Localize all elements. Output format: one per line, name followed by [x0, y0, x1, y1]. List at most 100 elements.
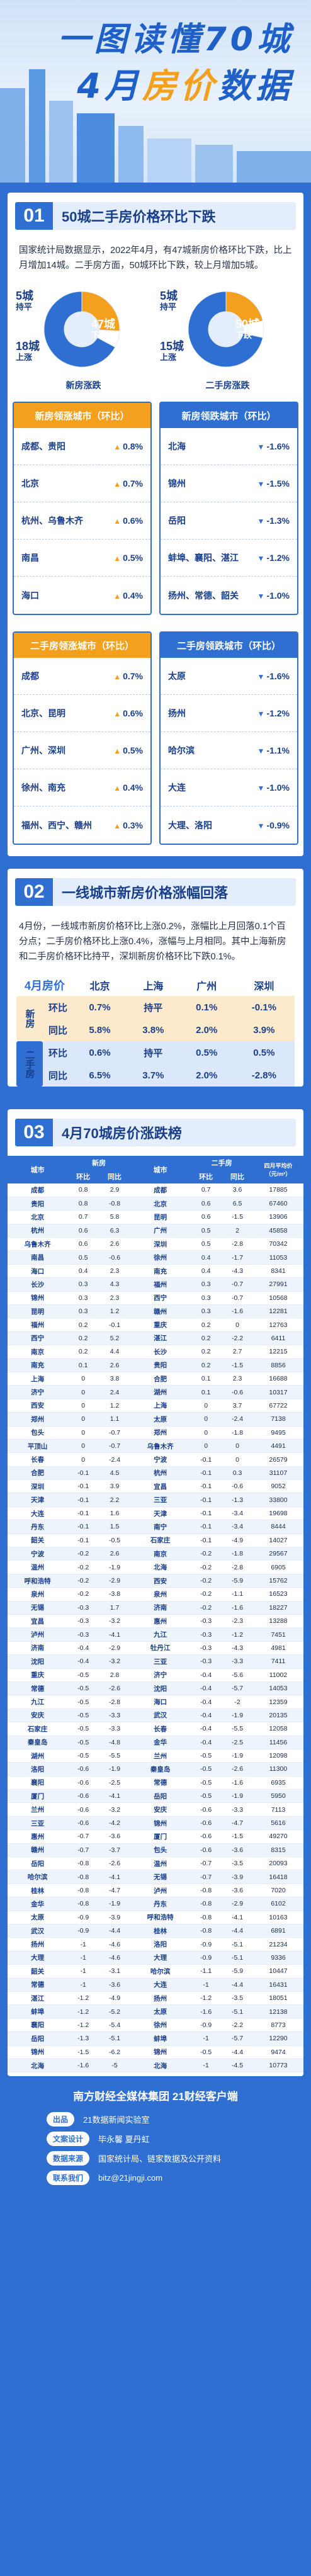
table-cell: -2	[222, 1695, 253, 1709]
table-row: 金华 -0.8 -1.9 丹东 -0.8 -2.9 6102	[8, 1897, 303, 1911]
new-home-donut-chart	[43, 291, 120, 368]
up-arrow-icon: ▲	[113, 591, 122, 601]
table-cell: 45858	[253, 1224, 303, 1238]
table-cell: 4.5	[99, 1466, 130, 1481]
table-cell: -0.4	[190, 1722, 222, 1736]
table-row: 襄阳 -1.2 -5.4 徐州 -0.9 -2.2 8773	[8, 2018, 303, 2033]
table-cell: 0.7	[67, 1210, 99, 1224]
table-cell: 0	[190, 1426, 222, 1440]
footer-text: 21数据新闻实验室	[83, 2115, 150, 2125]
section-2-number: 02	[15, 878, 53, 906]
change-value: ▲ 0.4%	[113, 782, 143, 793]
second-home-donut-chart	[188, 291, 264, 368]
table-cell: 石家庄	[130, 1534, 191, 1548]
table-cell: -0.8	[190, 1884, 222, 1898]
table-cell: -0.5	[67, 1681, 99, 1696]
table-cell: 三亚	[8, 1816, 68, 1831]
tier1-price-table: 4月房价 北京 上海 广州 深圳 新房 环比 0.7% 持平 0.1% -0.1…	[16, 974, 295, 1087]
table-cell: 2.6	[99, 1237, 130, 1251]
table-cell: 无锡	[8, 1601, 68, 1615]
table-cell: -1.6	[222, 1601, 253, 1615]
section-2-title: 一线城市新房价格涨幅回落	[53, 878, 296, 906]
table-row: 平顶山 0 -0.7 乌鲁木齐 0 0 4491	[8, 1439, 303, 1454]
table-cell: 0.1	[190, 1385, 222, 1399]
table-cell: 11456	[253, 1736, 303, 1749]
new-home-side-label: 新房	[16, 996, 43, 1041]
table-cell: 16431	[253, 1978, 303, 1992]
table-cell: 3.6	[222, 1183, 253, 1197]
table-row: 乌鲁木齐 0.6 2.6 深圳 0.5 -2.8 70342	[8, 1237, 303, 1251]
table-cell: -0.8	[67, 1897, 99, 1911]
table-cell: -1	[190, 2059, 222, 2073]
table-cell: -0.6	[190, 1802, 222, 1817]
table-cell: -5.1	[222, 1937, 253, 1952]
up-arrow-icon: ▲	[113, 709, 122, 718]
table-cell: -0.1	[67, 1520, 99, 1534]
table-cell: -0.3	[67, 1627, 99, 1642]
table-cell: 温州	[130, 1856, 191, 1871]
second-home-caption: 二手房涨跌	[205, 380, 250, 390]
donut-slice	[43, 291, 116, 368]
table-row: 韶关 -1 -3.1 哈尔滨 -1.1 -5.9 10447	[8, 1964, 303, 1979]
new-down-label: 47城 下跌	[91, 318, 116, 340]
table-row: 宁波 -0.2 2.6 南京 -0.2 -1.8 29567	[8, 1547, 303, 1561]
table-cell: -1.9	[99, 1560, 130, 1574]
col-city-2: 城市	[130, 1156, 191, 1183]
table-cell: -3.6	[222, 1884, 253, 1898]
table-cell: -4.9	[99, 1991, 130, 2006]
table-cell: -0.1	[190, 1452, 222, 1467]
table-cell: 洛阳	[8, 1762, 68, 1777]
table-cell: 太原	[130, 1412, 191, 1426]
table-cell: 1.6	[99, 1506, 130, 1521]
table-row: 安庆 -0.5 -3.3 武汉 -0.4 -1.9 20135	[8, 1709, 303, 1723]
table-cell: -0.2	[190, 1574, 222, 1588]
city-name: 太原	[168, 671, 186, 681]
table-cell: -0.6	[67, 1816, 99, 1831]
table-cell: -5.5	[222, 1722, 253, 1736]
second-home-side-label: 二手房	[16, 1041, 43, 1087]
table-cell: -0.7	[67, 1829, 99, 1844]
table-cell: 石家庄	[8, 1722, 68, 1736]
footer-row: 文案设计 毕永馨 夏丹虹	[47, 2132, 302, 2147]
table-row: 昆明 0.3 1.2 赣州 0.3 -1.6 12281	[8, 1304, 303, 1319]
table-row: 丹东 -0.1 1.5 南宁 -0.1 -3.4 8444	[8, 1520, 303, 1534]
table-cell: 9336	[253, 1951, 303, 1965]
table-cell: 27991	[253, 1277, 303, 1292]
table-cell: 持平	[126, 996, 180, 1019]
table-cell: -0.9	[190, 2018, 222, 2033]
table-cell: 11002	[253, 1668, 303, 1682]
table-row: 西安 0 1.2 上海 0 3.7 67722	[8, 1399, 303, 1413]
footer-text: bitz@21jingji.com	[98, 2173, 163, 2183]
table-cell: 4491	[253, 1439, 303, 1454]
table-cell: -0.6	[222, 1479, 253, 1494]
table-cell: 12281	[253, 1304, 303, 1319]
donut-slice	[188, 291, 264, 368]
table-cell: -3.6	[99, 1829, 130, 1844]
change-value: ▲ 0.4%	[113, 590, 143, 601]
table-cell: -0.1	[190, 1466, 222, 1481]
table-cell: -2.6	[99, 1681, 130, 1696]
table-cell: 3.7	[222, 1399, 253, 1413]
table-cell: 0.3	[222, 1466, 253, 1481]
table-cell: 惠州	[130, 1614, 191, 1629]
table-cell: 0.8	[67, 1197, 99, 1211]
table-cell: 6.5%	[73, 1064, 127, 1087]
table-cell: -0.1	[190, 1506, 222, 1521]
section-3-header: 03 4月70城房价涨跌榜	[8, 1109, 303, 1150]
change-value: ▼ -0.9%	[257, 820, 290, 830]
table-cell: -4.7	[222, 1816, 253, 1831]
table-row: 桂林 -0.8 -4.7 泸州 -0.8 -3.6 7020	[8, 1884, 303, 1898]
table-row: 襄阳 -0.6 -2.5 常德 -0.5 -1.6 6935	[8, 1776, 303, 1790]
table-cell: 0.6%	[73, 1041, 127, 1064]
table-cell: -4.1	[99, 1870, 130, 1884]
table-cell: 5616	[253, 1816, 303, 1831]
table-cell: -1.9	[99, 1897, 130, 1911]
table-cell: 15762	[253, 1574, 303, 1588]
table-cell: -0.6	[99, 1250, 130, 1265]
table-cell: 0.3	[190, 1291, 222, 1306]
table-cell: 10163	[253, 1911, 303, 1924]
table-cell: 0	[67, 1399, 99, 1413]
table-cell: -4.1	[222, 1911, 253, 1924]
new-up-list-title: 新房领涨城市（环比）	[14, 403, 150, 428]
city-ranking-table: 城市 新房 城市 二手房 四月平均价（元/m²） 环比 同比 环比 同比 成都 0…	[8, 1156, 303, 2073]
